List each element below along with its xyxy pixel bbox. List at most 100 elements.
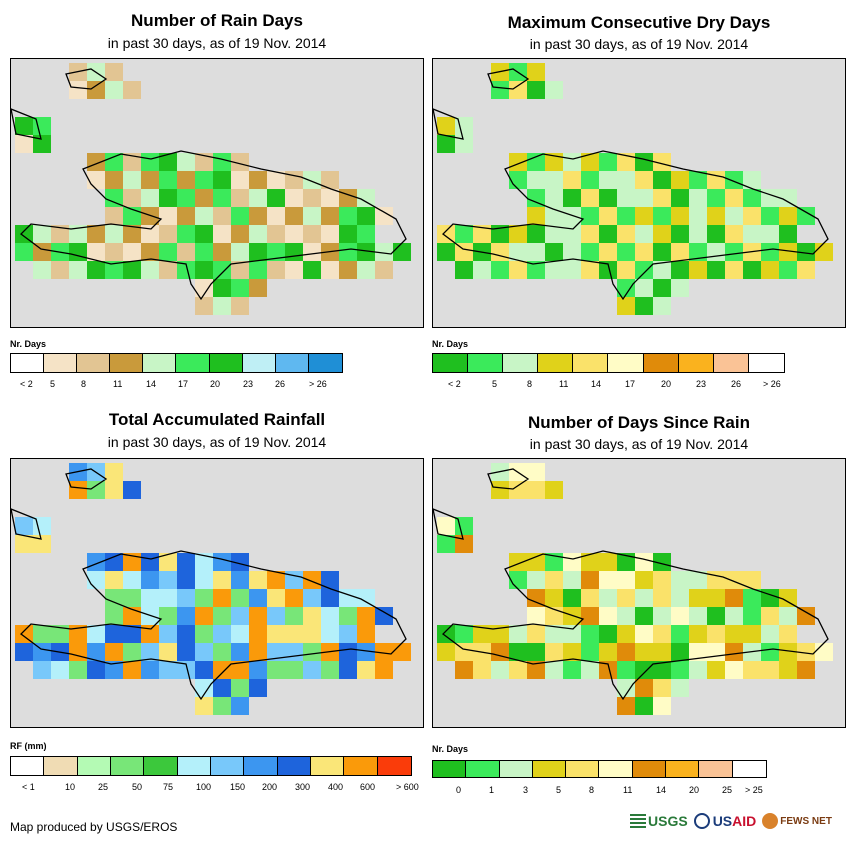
map-cell <box>33 643 51 661</box>
legend-label: < 2 <box>20 379 33 389</box>
usaid-logo-text-a: US <box>712 813 733 829</box>
map-cell <box>563 225 581 243</box>
map-cell <box>339 189 357 207</box>
panel-rain-days: Number of Rain Days in past 30 days, as … <box>10 0 424 400</box>
map-cell <box>177 589 195 607</box>
map-cell <box>455 535 473 553</box>
map-cell <box>599 261 617 279</box>
map-cell <box>707 171 725 189</box>
map-cell <box>213 625 231 643</box>
map-cell <box>303 207 321 225</box>
map-cell <box>339 625 357 643</box>
map-cell <box>303 589 321 607</box>
fews-net-logo-icon <box>762 813 779 829</box>
map-cell <box>455 643 473 661</box>
map-cell <box>213 243 231 261</box>
fews-net-logo-text: FEWS NET <box>780 815 832 827</box>
map-cell <box>231 589 249 607</box>
map-cell <box>195 297 213 315</box>
map-cell <box>671 571 689 589</box>
legend-swatch <box>110 354 144 372</box>
map-cell <box>635 553 653 571</box>
map-cell <box>581 207 599 225</box>
map-cell <box>797 261 815 279</box>
map-cell <box>527 589 545 607</box>
map-cell <box>635 607 653 625</box>
map-cell <box>87 661 105 679</box>
map-cell <box>527 625 545 643</box>
map-cell <box>437 135 455 153</box>
map-cell <box>653 607 671 625</box>
map-cell <box>509 153 527 171</box>
fews-net-logo: FEWS NET <box>762 813 832 829</box>
map-cell <box>159 189 177 207</box>
legend-swatch <box>377 757 411 775</box>
map-cell <box>69 661 87 679</box>
legend-swatch <box>699 761 733 777</box>
map-cell <box>635 171 653 189</box>
map-cell <box>141 589 159 607</box>
map-cell <box>231 297 249 315</box>
map-cell <box>761 661 779 679</box>
map-cell <box>105 607 123 625</box>
map-cell <box>303 243 321 261</box>
map-since-rain <box>432 458 846 728</box>
map-cell <box>321 607 339 625</box>
map-cell <box>285 243 303 261</box>
map-cell <box>249 207 267 225</box>
map-cell <box>599 189 617 207</box>
map-cell <box>249 279 267 297</box>
map-cell <box>177 607 195 625</box>
map-cell <box>581 607 599 625</box>
legend-label: > 600 <box>396 782 419 792</box>
map-cell <box>581 571 599 589</box>
legend-label: 600 <box>360 782 376 792</box>
map-cell <box>105 643 123 661</box>
map-cell <box>195 553 213 571</box>
map-cell <box>87 481 105 499</box>
legend-title: RF (mm) <box>10 741 47 751</box>
map-cell <box>339 643 357 661</box>
map-cell <box>527 481 545 499</box>
legend-swatch <box>632 761 667 777</box>
map-cell <box>123 661 141 679</box>
map-cell <box>581 189 599 207</box>
map-grid <box>433 63 833 315</box>
map-cell <box>123 481 141 499</box>
map-cell <box>105 571 123 589</box>
map-cell <box>15 625 33 643</box>
map-cell <box>213 661 231 679</box>
map-cell <box>653 297 671 315</box>
map-cell <box>15 243 33 261</box>
map-rain-days <box>10 58 424 328</box>
map-cell <box>177 207 195 225</box>
map-cell <box>231 553 249 571</box>
map-cell <box>617 589 635 607</box>
map-cell <box>249 189 267 207</box>
map-cell <box>635 571 653 589</box>
map-cell <box>599 171 617 189</box>
map-cell <box>231 171 249 189</box>
map-cell <box>725 661 743 679</box>
map-cell <box>581 225 599 243</box>
map-cell <box>545 643 563 661</box>
map-cell <box>779 225 797 243</box>
map-cell <box>689 225 707 243</box>
map-cell <box>177 571 195 589</box>
map-cell <box>249 243 267 261</box>
map-cell <box>141 225 159 243</box>
map-cell <box>267 225 285 243</box>
map-cell <box>617 225 635 243</box>
map-cell <box>761 643 779 661</box>
map-cell <box>617 571 635 589</box>
map-cell <box>33 243 51 261</box>
map-cell <box>707 207 725 225</box>
map-cell <box>303 171 321 189</box>
legend-swatch <box>44 757 78 775</box>
map-cell <box>653 189 671 207</box>
map-cell <box>653 261 671 279</box>
map-cell <box>285 261 303 279</box>
map-cell <box>725 171 743 189</box>
map-cell <box>635 243 653 261</box>
map-cell <box>195 625 213 643</box>
